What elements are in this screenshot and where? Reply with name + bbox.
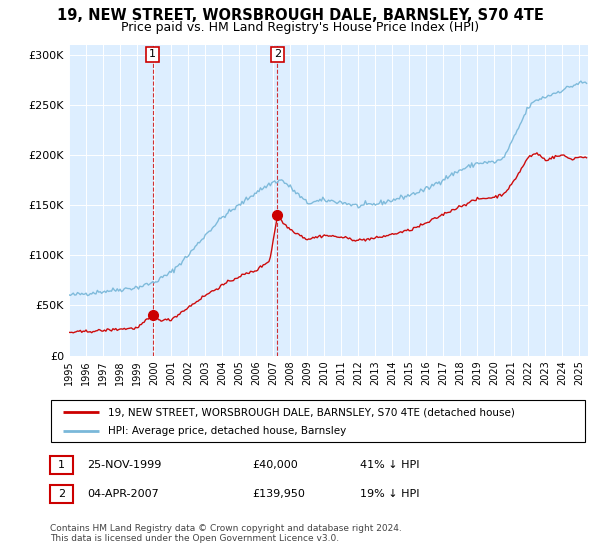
Text: 19% ↓ HPI: 19% ↓ HPI xyxy=(360,489,419,499)
Text: HPI: Average price, detached house, Barnsley: HPI: Average price, detached house, Barn… xyxy=(108,426,346,436)
Text: Price paid vs. HM Land Registry's House Price Index (HPI): Price paid vs. HM Land Registry's House … xyxy=(121,21,479,34)
Text: 2: 2 xyxy=(58,489,65,499)
Text: £139,950: £139,950 xyxy=(252,489,305,499)
Text: 41% ↓ HPI: 41% ↓ HPI xyxy=(360,460,419,470)
Text: 2: 2 xyxy=(274,49,281,59)
Text: 19, NEW STREET, WORSBROUGH DALE, BARNSLEY, S70 4TE: 19, NEW STREET, WORSBROUGH DALE, BARNSLE… xyxy=(56,8,544,24)
Text: 1: 1 xyxy=(149,49,156,59)
Text: 19, NEW STREET, WORSBROUGH DALE, BARNSLEY, S70 4TE (detached house): 19, NEW STREET, WORSBROUGH DALE, BARNSLE… xyxy=(108,407,515,417)
Text: Contains HM Land Registry data © Crown copyright and database right 2024.
This d: Contains HM Land Registry data © Crown c… xyxy=(50,524,401,543)
Text: 1: 1 xyxy=(58,460,65,470)
Text: £40,000: £40,000 xyxy=(252,460,298,470)
Text: 04-APR-2007: 04-APR-2007 xyxy=(87,489,159,499)
Text: 25-NOV-1999: 25-NOV-1999 xyxy=(87,460,161,470)
